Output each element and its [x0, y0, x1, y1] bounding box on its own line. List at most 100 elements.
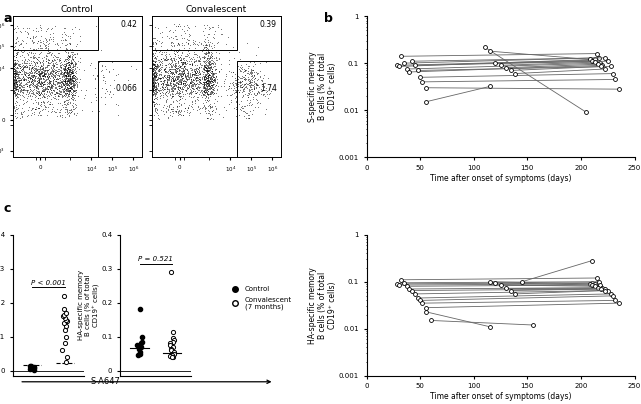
Point — [236, 82, 246, 88]
Point — [63, 76, 73, 82]
Point — [35, 71, 46, 77]
Point — [63, 86, 74, 93]
Point — [186, 91, 196, 97]
Point — [151, 72, 162, 78]
Point — [34, 50, 44, 57]
Point — [199, 75, 210, 82]
Point — [172, 112, 183, 118]
Point — [187, 88, 197, 95]
Point — [61, 37, 71, 43]
Point — [24, 74, 35, 80]
Point — [4, 82, 15, 88]
Point — [137, 79, 147, 86]
Point — [38, 88, 48, 94]
Point — [4, 57, 15, 63]
Point — [63, 64, 73, 70]
Point — [162, 77, 172, 83]
Point — [61, 44, 71, 51]
Point — [238, 112, 249, 119]
Point — [45, 59, 55, 66]
Point — [202, 63, 212, 69]
Point — [167, 93, 177, 100]
Point — [26, 67, 36, 73]
Point — [67, 92, 77, 98]
Point — [29, 82, 39, 88]
Point — [154, 86, 164, 93]
Point — [206, 78, 216, 84]
Point — [6, 51, 16, 57]
Point — [68, 87, 78, 93]
Point — [188, 86, 199, 93]
Point — [199, 82, 209, 88]
Point — [22, 64, 32, 71]
Point — [199, 73, 210, 80]
Point — [53, 53, 63, 60]
Point — [147, 58, 158, 64]
Point — [186, 77, 196, 83]
Point — [173, 85, 183, 92]
Point — [28, 39, 38, 46]
Point — [60, 82, 71, 88]
Point — [63, 65, 74, 72]
Point — [231, 87, 242, 93]
Point — [205, 82, 215, 88]
Point — [0, 77, 3, 83]
Point — [142, 83, 152, 90]
Point — [142, 96, 153, 102]
Point — [68, 77, 78, 84]
Point — [9, 43, 19, 50]
Point — [8, 37, 18, 43]
Point — [205, 89, 215, 96]
Point — [38, 73, 48, 79]
Point — [179, 74, 190, 80]
Point — [145, 74, 155, 80]
Point — [205, 83, 215, 89]
Point — [193, 65, 203, 72]
Point — [149, 89, 160, 96]
Point — [204, 107, 214, 114]
Point — [6, 74, 16, 80]
Point — [199, 86, 210, 92]
Point — [52, 90, 62, 97]
Point — [189, 77, 199, 83]
Point — [9, 65, 19, 72]
Point — [42, 59, 53, 65]
Point — [10, 79, 21, 86]
Point — [45, 80, 55, 86]
Point — [203, 61, 213, 68]
Point — [3, 99, 13, 105]
Point — [62, 86, 72, 93]
Point — [159, 73, 169, 79]
Point — [150, 82, 160, 89]
Point — [9, 81, 19, 88]
Point — [60, 72, 71, 79]
Point — [67, 66, 78, 73]
Point — [10, 77, 20, 83]
Point — [169, 42, 179, 48]
Point — [189, 51, 199, 57]
Point — [69, 84, 79, 90]
Point — [8, 65, 18, 71]
Point — [0, 72, 3, 78]
Point — [140, 92, 150, 99]
Point — [201, 105, 212, 111]
Point — [172, 97, 182, 104]
Point — [150, 46, 160, 53]
Point — [229, 55, 240, 61]
Point — [253, 82, 263, 88]
Point — [208, 70, 218, 76]
Point — [250, 80, 260, 86]
Point — [63, 78, 73, 84]
Point — [65, 54, 75, 60]
Point — [67, 53, 77, 60]
Point — [165, 56, 175, 62]
Point — [31, 64, 42, 71]
Point — [28, 72, 38, 79]
Point — [6, 90, 16, 96]
Point — [58, 81, 69, 87]
Point — [12, 84, 22, 90]
Point — [169, 337, 179, 343]
Point — [199, 92, 210, 98]
Point — [172, 67, 183, 74]
Point — [149, 105, 160, 112]
